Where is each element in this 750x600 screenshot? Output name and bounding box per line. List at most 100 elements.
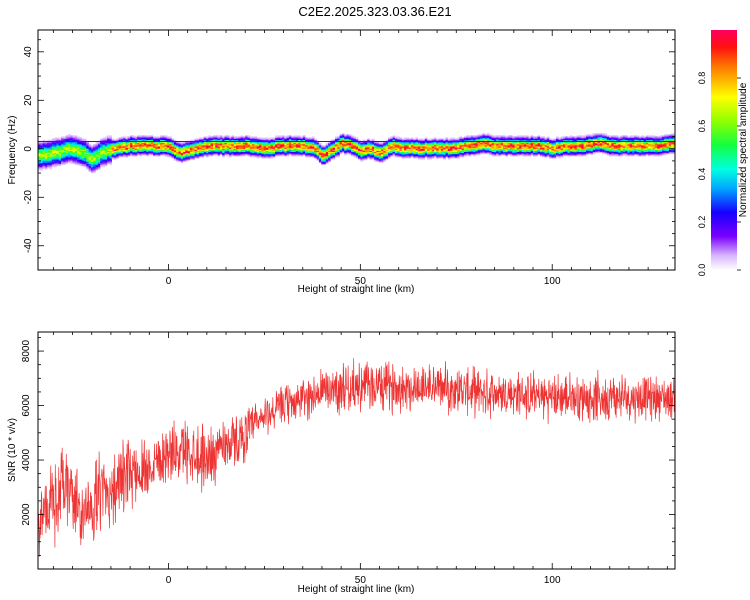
heatmap-cell bbox=[413, 139, 416, 142]
heatmap-cell bbox=[231, 144, 234, 146]
heatmap-cell bbox=[208, 151, 211, 154]
heatmap-cell bbox=[431, 150, 435, 152]
heatmap-cell bbox=[231, 146, 234, 148]
heatmap-cell bbox=[562, 151, 566, 154]
heatmap-cell bbox=[293, 149, 297, 151]
heatmap-cell bbox=[116, 156, 119, 158]
heatmap-cell bbox=[293, 153, 297, 156]
heatmap-cell bbox=[268, 142, 271, 145]
heatmap-cell bbox=[415, 153, 419, 156]
heatmap-cell bbox=[521, 135, 525, 137]
heatmap-cell bbox=[38, 165, 41, 168]
heatmap-cell bbox=[351, 149, 354, 151]
heatmap-cell bbox=[40, 159, 43, 161]
heatmap-cell bbox=[44, 153, 48, 156]
heatmap-cell bbox=[401, 148, 405, 150]
heatmap-cell bbox=[153, 149, 156, 151]
heatmap-cell bbox=[595, 142, 598, 145]
heatmap-cell bbox=[146, 139, 149, 142]
heatmap-cell bbox=[611, 153, 614, 156]
heatmap-cell bbox=[256, 137, 260, 139]
heatmap-cell bbox=[498, 148, 502, 150]
heatmap-cell bbox=[445, 146, 449, 148]
heatmap-cell bbox=[569, 152, 573, 155]
heatmap-cell bbox=[44, 154, 48, 157]
heatmap-cell bbox=[166, 142, 170, 145]
heatmap-cell bbox=[67, 137, 71, 139]
heatmap-cell bbox=[247, 150, 251, 152]
heatmap-cell bbox=[72, 136, 76, 138]
heatmap-cell bbox=[346, 138, 350, 140]
heatmap-cell bbox=[367, 156, 370, 158]
heatmap-cell bbox=[475, 136, 479, 138]
heatmap-cell bbox=[272, 145, 276, 147]
heatmap-cell bbox=[353, 139, 357, 142]
heatmap-cell bbox=[54, 145, 57, 147]
heatmap-cell bbox=[381, 154, 384, 157]
heatmap-cell bbox=[406, 145, 409, 147]
heatmap-cell bbox=[546, 138, 550, 140]
heatmap-cell bbox=[70, 144, 73, 146]
heatmap-cell bbox=[408, 152, 412, 155]
heatmap-cells bbox=[38, 133, 675, 173]
heatmap-cell bbox=[286, 147, 290, 149]
heatmap-cell bbox=[61, 137, 64, 139]
heatmap-cell bbox=[67, 134, 71, 136]
heatmap-cell bbox=[222, 136, 225, 138]
heatmap-cell bbox=[390, 152, 393, 155]
heatmap-cell bbox=[493, 137, 497, 139]
heatmap-cell bbox=[470, 153, 474, 156]
heatmap-cell bbox=[189, 153, 193, 156]
heatmap-cell bbox=[371, 152, 375, 155]
heatmap-cell bbox=[74, 163, 78, 166]
heatmap-cell bbox=[178, 151, 182, 154]
heatmap-cell bbox=[233, 136, 237, 138]
heatmap-cell bbox=[261, 147, 264, 149]
heatmap-cell bbox=[95, 152, 99, 155]
heatmap-cell bbox=[397, 151, 400, 154]
heatmap-cell bbox=[486, 136, 490, 138]
heatmap-cell bbox=[238, 137, 241, 139]
heatmap-cell bbox=[466, 150, 469, 152]
heatmap-cell bbox=[410, 144, 414, 146]
heatmap-cell bbox=[49, 166, 53, 169]
heatmap-cell bbox=[401, 157, 405, 159]
heatmap-cell bbox=[387, 145, 391, 147]
heatmap-cell bbox=[408, 141, 412, 144]
heatmap-cell bbox=[49, 158, 53, 160]
heatmap-cell bbox=[107, 145, 110, 147]
heatmap-cell bbox=[369, 147, 373, 149]
heatmap-cell bbox=[208, 147, 211, 149]
heatmap-cell bbox=[489, 148, 492, 150]
heatmap-cell bbox=[364, 148, 368, 150]
heatmap-cell bbox=[120, 138, 124, 140]
heatmap-cell bbox=[282, 153, 285, 156]
heatmap-cell bbox=[208, 141, 211, 144]
heatmap-cell bbox=[146, 144, 149, 146]
heatmap-cell bbox=[249, 136, 253, 138]
heatmap-cell bbox=[199, 146, 202, 148]
heatmap-cell bbox=[222, 137, 225, 139]
heatmap-cell bbox=[420, 144, 423, 146]
heatmap-cell bbox=[282, 135, 285, 137]
heatmap-cell bbox=[279, 138, 283, 140]
heatmap-cell bbox=[341, 139, 345, 142]
heatmap-cell bbox=[160, 138, 163, 140]
heatmap-cell bbox=[473, 149, 476, 151]
heatmap-cell bbox=[67, 138, 71, 140]
heatmap-cell bbox=[468, 145, 472, 147]
heatmap-cell bbox=[217, 135, 221, 137]
heatmap-cell bbox=[521, 152, 525, 155]
heatmap-cell bbox=[588, 147, 591, 149]
heatmap-cell bbox=[539, 153, 543, 156]
heatmap-cell bbox=[503, 153, 506, 156]
heatmap-cell bbox=[143, 153, 147, 156]
heatmap-cell bbox=[567, 147, 571, 149]
heatmap-cell bbox=[153, 152, 156, 155]
heatmap-cell bbox=[314, 142, 317, 145]
heatmap-cell bbox=[54, 138, 57, 140]
heatmap-cell bbox=[397, 152, 400, 155]
heatmap-cell bbox=[528, 145, 532, 147]
heatmap-cell bbox=[588, 139, 591, 142]
heatmap-cell bbox=[447, 150, 451, 152]
